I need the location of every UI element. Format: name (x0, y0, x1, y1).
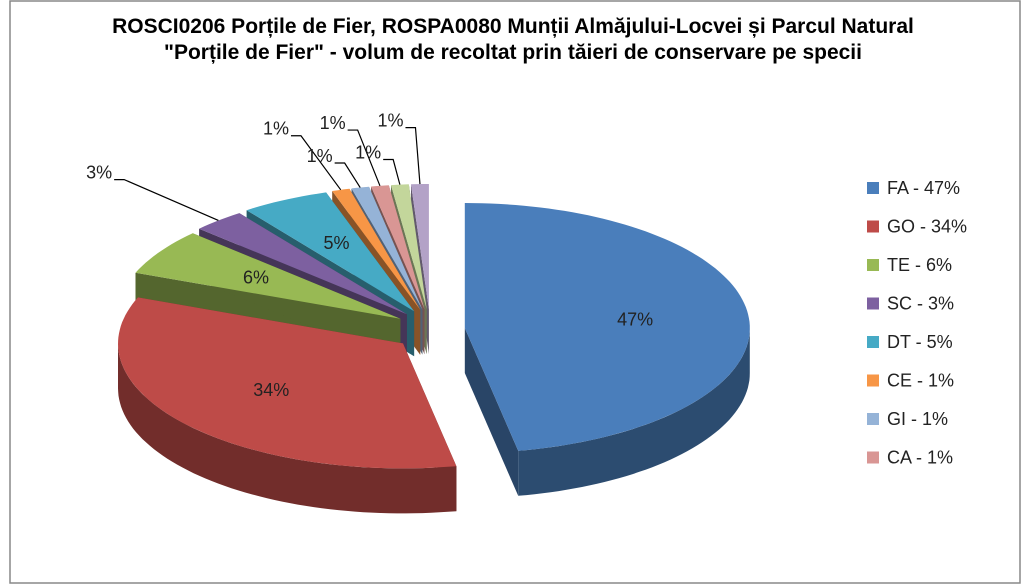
legend-swatch (867, 374, 879, 387)
legend-label: GI - 1% (887, 409, 948, 429)
legend-label: DT - 5% (887, 332, 953, 352)
slice (118, 297, 457, 469)
data-label: 1% (307, 146, 333, 166)
legend-label: FA - 47% (887, 178, 960, 198)
leader-line (347, 129, 381, 187)
slice (391, 184, 427, 310)
slice (332, 188, 421, 310)
legend-swatch (867, 413, 879, 425)
leader-line (383, 158, 401, 185)
legend-label: GO - 34% (887, 216, 967, 236)
legend-swatch (867, 297, 879, 310)
slice (371, 185, 425, 310)
legend-label: CA - 1% (887, 447, 953, 467)
leader-line (405, 127, 421, 185)
legend-label: SC - 3% (887, 293, 954, 313)
data-label: 1% (263, 119, 289, 139)
slice-wall (518, 328, 750, 496)
data-label: 3% (86, 162, 112, 182)
data-label: 6% (243, 267, 269, 287)
slice (246, 192, 415, 312)
slice (411, 184, 429, 309)
slice-side (464, 328, 519, 496)
leader-line (334, 162, 361, 188)
legend-swatch (867, 336, 879, 348)
slice (351, 186, 423, 310)
data-label: 1% (320, 113, 346, 133)
data-label: 1% (377, 110, 403, 130)
legend-swatch (867, 451, 879, 464)
slice (199, 213, 407, 315)
slice-wall (118, 343, 457, 514)
chart-title: ROSCI0206 Porțile de Fier, ROSPA0080 Mun… (112, 15, 914, 64)
legend-swatch (867, 220, 879, 233)
data-label: 34% (253, 380, 289, 400)
leader-line (290, 135, 342, 191)
legend-swatch (867, 182, 879, 194)
legend-swatch (867, 259, 879, 271)
data-label: 47% (617, 310, 653, 330)
data-label: 1% (355, 142, 381, 162)
slice (464, 203, 750, 451)
legend-label: TE - 6% (887, 255, 952, 275)
slice (135, 233, 401, 319)
data-label: 5% (323, 233, 349, 253)
legend-label: CE - 1% (887, 370, 954, 390)
leader-line (114, 179, 219, 222)
